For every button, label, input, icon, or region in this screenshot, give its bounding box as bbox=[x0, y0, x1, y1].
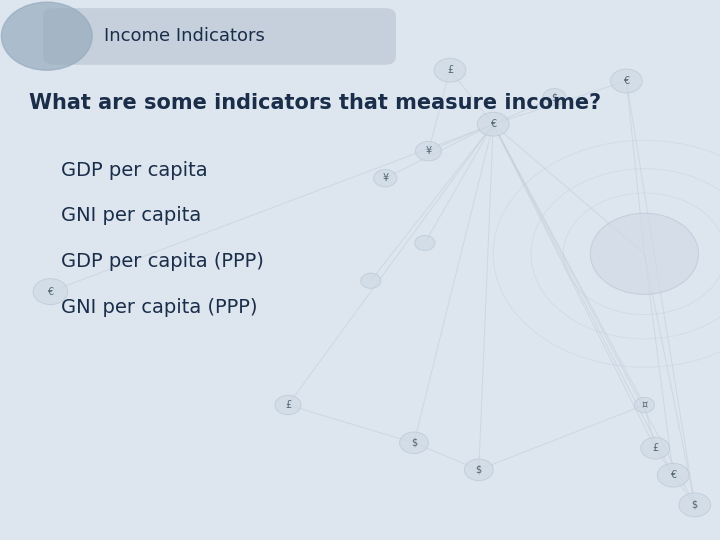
Text: £: £ bbox=[652, 443, 658, 453]
Circle shape bbox=[275, 395, 301, 415]
Text: €: € bbox=[624, 76, 629, 86]
Circle shape bbox=[400, 432, 428, 454]
Circle shape bbox=[590, 213, 698, 294]
Circle shape bbox=[641, 437, 670, 459]
Text: $: $ bbox=[411, 438, 417, 448]
Text: ¥: ¥ bbox=[382, 173, 388, 183]
Text: GNI per capita (PPP): GNI per capita (PPP) bbox=[61, 298, 258, 318]
Circle shape bbox=[634, 397, 654, 413]
Circle shape bbox=[1, 2, 92, 70]
Circle shape bbox=[543, 89, 566, 106]
Circle shape bbox=[611, 69, 642, 93]
Text: Income Indicators: Income Indicators bbox=[104, 27, 265, 45]
Circle shape bbox=[415, 235, 435, 251]
Circle shape bbox=[679, 493, 711, 517]
Circle shape bbox=[657, 463, 689, 487]
Text: ¥: ¥ bbox=[426, 146, 431, 156]
Text: GNI per capita: GNI per capita bbox=[61, 206, 202, 226]
Circle shape bbox=[477, 112, 509, 136]
Text: £: £ bbox=[447, 65, 453, 75]
Circle shape bbox=[374, 170, 397, 187]
Text: GDP per capita: GDP per capita bbox=[61, 160, 208, 180]
Text: €: € bbox=[48, 287, 53, 296]
Text: €: € bbox=[490, 119, 496, 129]
FancyBboxPatch shape bbox=[43, 8, 396, 65]
Circle shape bbox=[464, 459, 493, 481]
Circle shape bbox=[361, 273, 381, 288]
Text: ¤: ¤ bbox=[642, 400, 647, 410]
Text: $: $ bbox=[692, 500, 698, 510]
Text: £: £ bbox=[285, 400, 291, 410]
Text: $: $ bbox=[552, 92, 557, 102]
Circle shape bbox=[33, 279, 68, 305]
Circle shape bbox=[434, 58, 466, 82]
Circle shape bbox=[415, 141, 441, 161]
Text: $: $ bbox=[476, 465, 482, 475]
Text: €: € bbox=[670, 470, 676, 480]
Text: What are some indicators that measure income?: What are some indicators that measure in… bbox=[29, 92, 601, 113]
Text: GDP per capita (PPP): GDP per capita (PPP) bbox=[61, 252, 264, 272]
